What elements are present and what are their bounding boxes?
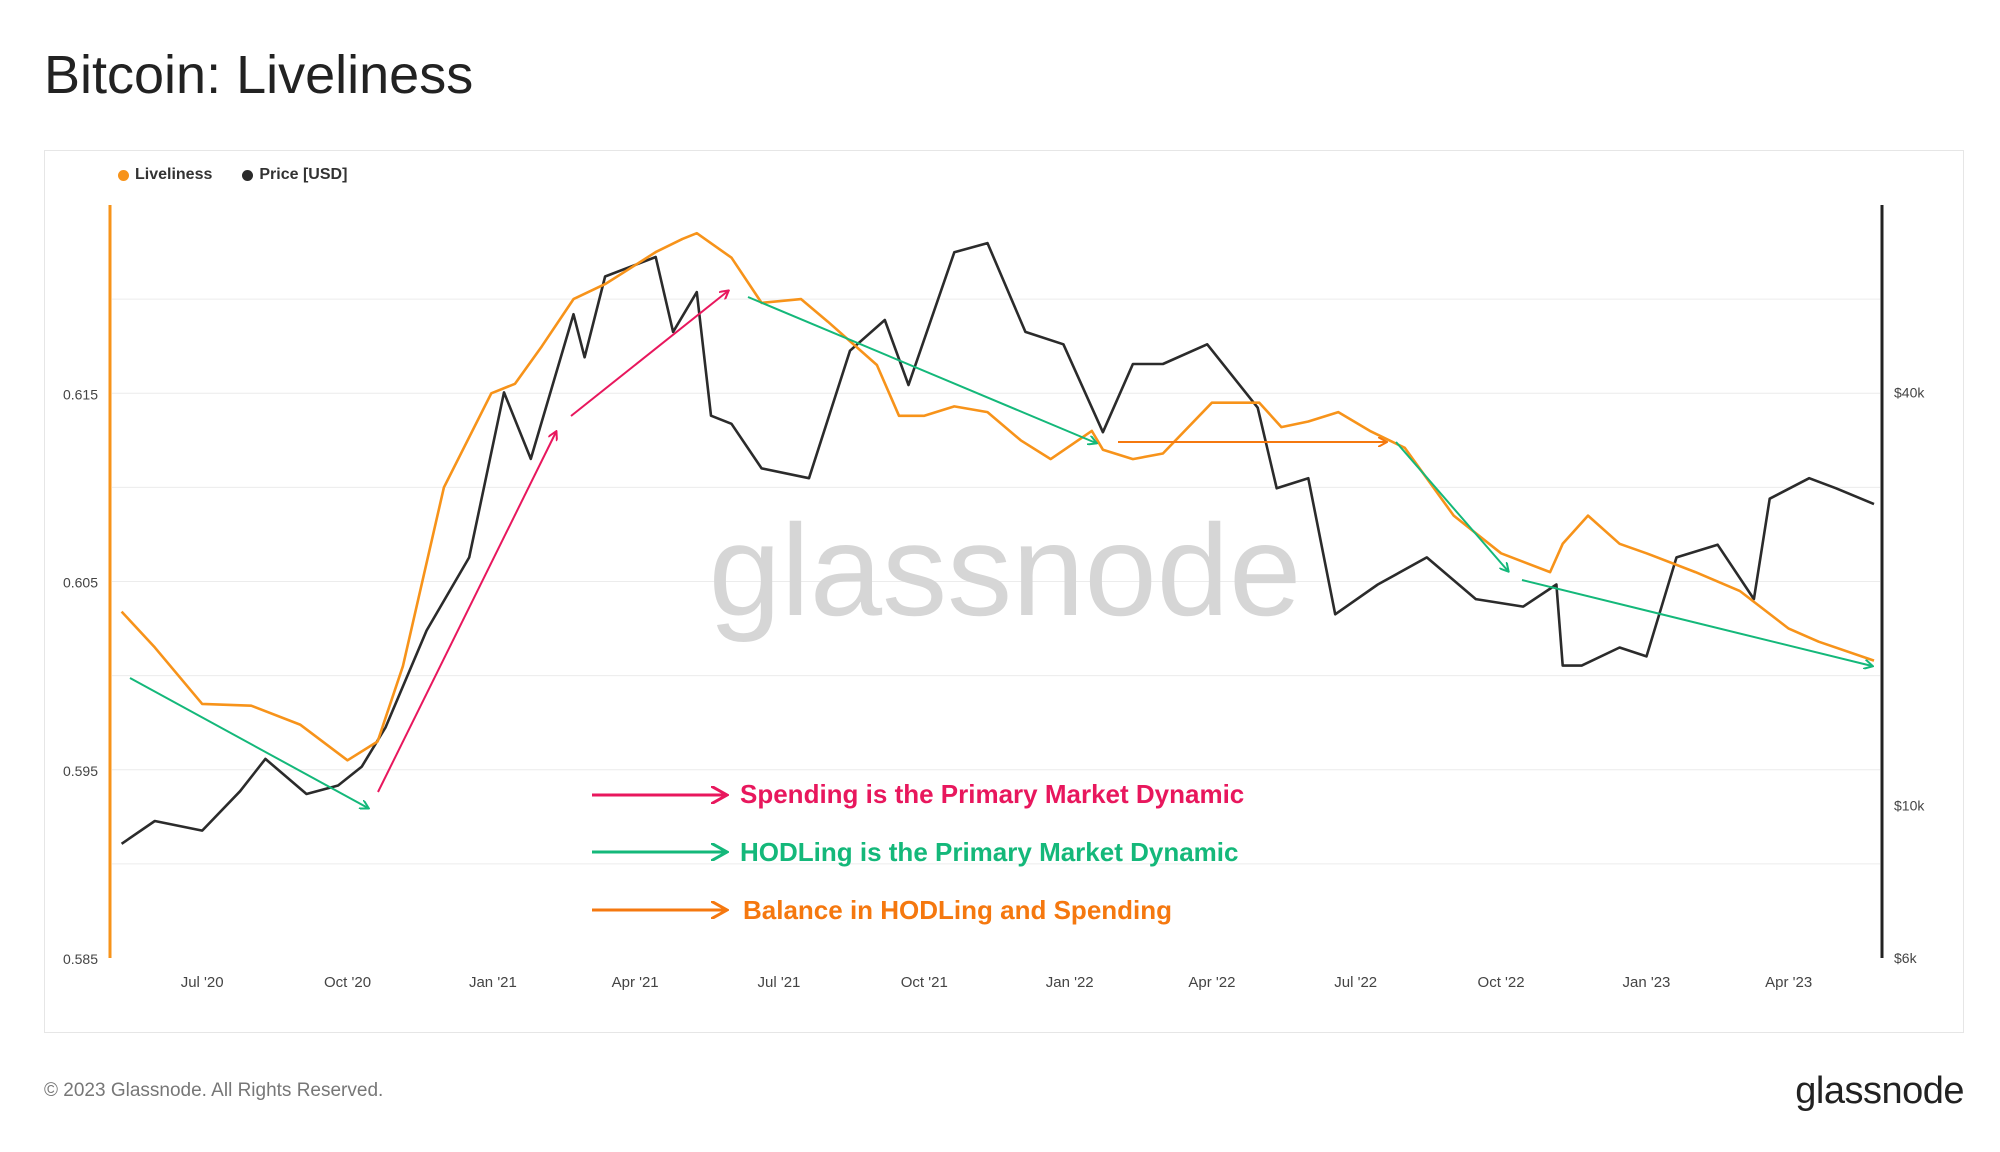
y-right-tick-label: $40k: [1894, 384, 1925, 400]
x-tick-label: Apr '21: [612, 974, 659, 991]
annotation-label-hodling: HODLing is the Primary Market Dynamic: [740, 837, 1238, 867]
y-axis-left: 0.585 0.595 0.605 0.615: [63, 386, 98, 967]
page-title: Bitcoin: Liveliness: [44, 45, 474, 105]
trend-arrows: [129, 291, 1872, 808]
x-tick-label: Apr '23: [1765, 974, 1812, 991]
copyright-text: © 2023 Glassnode. All Rights Reserved.: [44, 1080, 384, 1101]
x-tick-label: Jan '23: [1623, 974, 1671, 991]
annotation-label-spending: Spending is the Primary Market Dynamic: [740, 779, 1244, 809]
y-right-tick-label: $6k: [1894, 950, 1918, 966]
annotation-label-balance: Balance in HODLing and Spending: [743, 895, 1172, 925]
legend-label-price: Price [USD]: [259, 166, 348, 183]
x-tick-label: Jul '21: [757, 974, 800, 991]
grid-lines: [112, 298, 1880, 865]
arrow-hodling-3: [1395, 441, 1508, 571]
chart-panel: [44, 150, 1964, 1033]
chart-legend: Liveliness Price [USD]: [118, 166, 347, 184]
x-tick-label: Jan '22: [1046, 974, 1094, 991]
legend-label-liveliness: Liveliness: [135, 166, 213, 183]
x-tick-label: Jul '20: [181, 974, 224, 991]
legend-item-liveliness[interactable]: Liveliness: [118, 166, 212, 184]
watermark: glassnode: [709, 497, 1302, 643]
x-axis: Jul '20 Oct '20 Jan '21 Apr '21 Jul '21 Oct '…: [181, 974, 1812, 991]
arrow-hodling-1: [129, 677, 368, 808]
arrow-spending-2: [570, 291, 728, 417]
y-right-tick-label: $10k: [1894, 798, 1925, 814]
series-liveliness-line: [120, 231, 1875, 762]
x-tick-label: Jul '22: [1334, 974, 1377, 991]
y-left-tick-label: 0.605: [63, 575, 98, 591]
y-axis-right: $6k $10k $40k: [1894, 384, 1925, 966]
arrow-spending-1: [377, 432, 556, 793]
brand-logo[interactable]: glassnode: [1795, 1070, 1964, 1112]
y-left-tick-label: 0.595: [63, 763, 98, 779]
arrow-hodling-4: [1521, 579, 1872, 666]
x-tick-label: Oct '21: [901, 974, 948, 991]
legend-dot-price: [242, 169, 254, 181]
arrow-hodling-2: [747, 296, 1096, 443]
x-tick-label: Oct '20: [324, 974, 371, 991]
annotation-legend: Spending is the Primary Market Dynamic H…: [592, 779, 1244, 925]
y-left-tick-label: 0.585: [63, 951, 98, 967]
legend-item-price[interactable]: Price [USD]: [242, 166, 347, 184]
x-tick-label: Jan '21: [469, 974, 517, 991]
series-price-line: [120, 241, 1875, 845]
legend-dot-liveliness: [118, 169, 129, 181]
x-tick-label: Oct '22: [1478, 974, 1525, 991]
x-tick-label: Apr '22: [1188, 974, 1235, 991]
y-left-tick-label: 0.615: [63, 386, 98, 402]
